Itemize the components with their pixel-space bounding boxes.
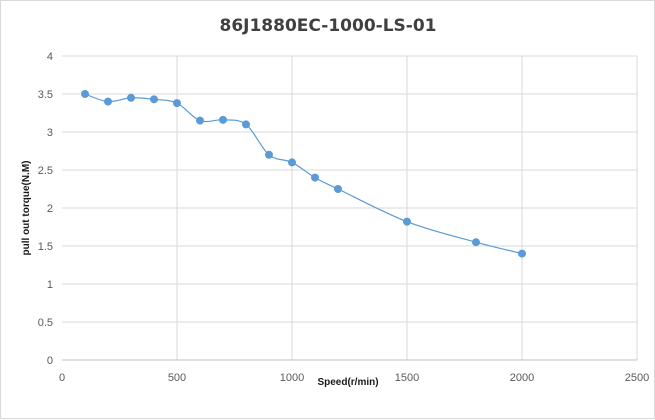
chart-title: 86J1880EC-1000-LS-01 (220, 16, 437, 36)
gridlines (62, 55, 638, 360)
data-point (403, 217, 411, 226)
y-tick-label: 0.5 (38, 317, 53, 329)
data-point (311, 173, 319, 182)
data-point (472, 238, 480, 247)
x-tick-label: 500 (168, 372, 186, 384)
data-point (127, 93, 135, 102)
y-tick-label: 1 (47, 279, 53, 291)
y-tick-label: 2.5 (38, 165, 53, 177)
data-point (219, 115, 227, 124)
x-tick-label: 0 (59, 372, 65, 384)
x-tick-label: 1500 (395, 372, 419, 384)
x-tick-labels: 0 500 1000 1500 2000 2500 (59, 372, 649, 384)
data-point (334, 185, 342, 193)
x-axis-label: Speed(r/min) (317, 377, 378, 388)
data-point (518, 249, 526, 258)
data-points (81, 90, 526, 258)
series-line (84, 93, 523, 255)
data-point (242, 120, 250, 129)
y-tick-label: 4 (47, 51, 53, 63)
x-tick-label: 2000 (510, 372, 534, 384)
data-point (81, 90, 89, 98)
y-tick-label: 3 (47, 127, 53, 139)
data-point (196, 116, 204, 125)
data-point (173, 99, 181, 108)
data-point (150, 95, 158, 104)
y-tick-label: 2 (47, 203, 53, 215)
x-tick-label: 1000 (280, 372, 304, 384)
data-point (265, 150, 273, 159)
y-tick-label: 3.5 (38, 89, 53, 101)
y-axis-label: pull out torque(N.M) (21, 161, 32, 256)
x-tick-label: 2500 (625, 372, 649, 384)
data-point (104, 97, 112, 106)
data-point (288, 158, 296, 167)
y-tick-label: 1.5 (38, 241, 53, 253)
y-tick-label: 0 (47, 355, 53, 367)
y-tick-labels: 0 0.5 1 1.5 2 2.5 3 3.5 4 (38, 51, 53, 367)
